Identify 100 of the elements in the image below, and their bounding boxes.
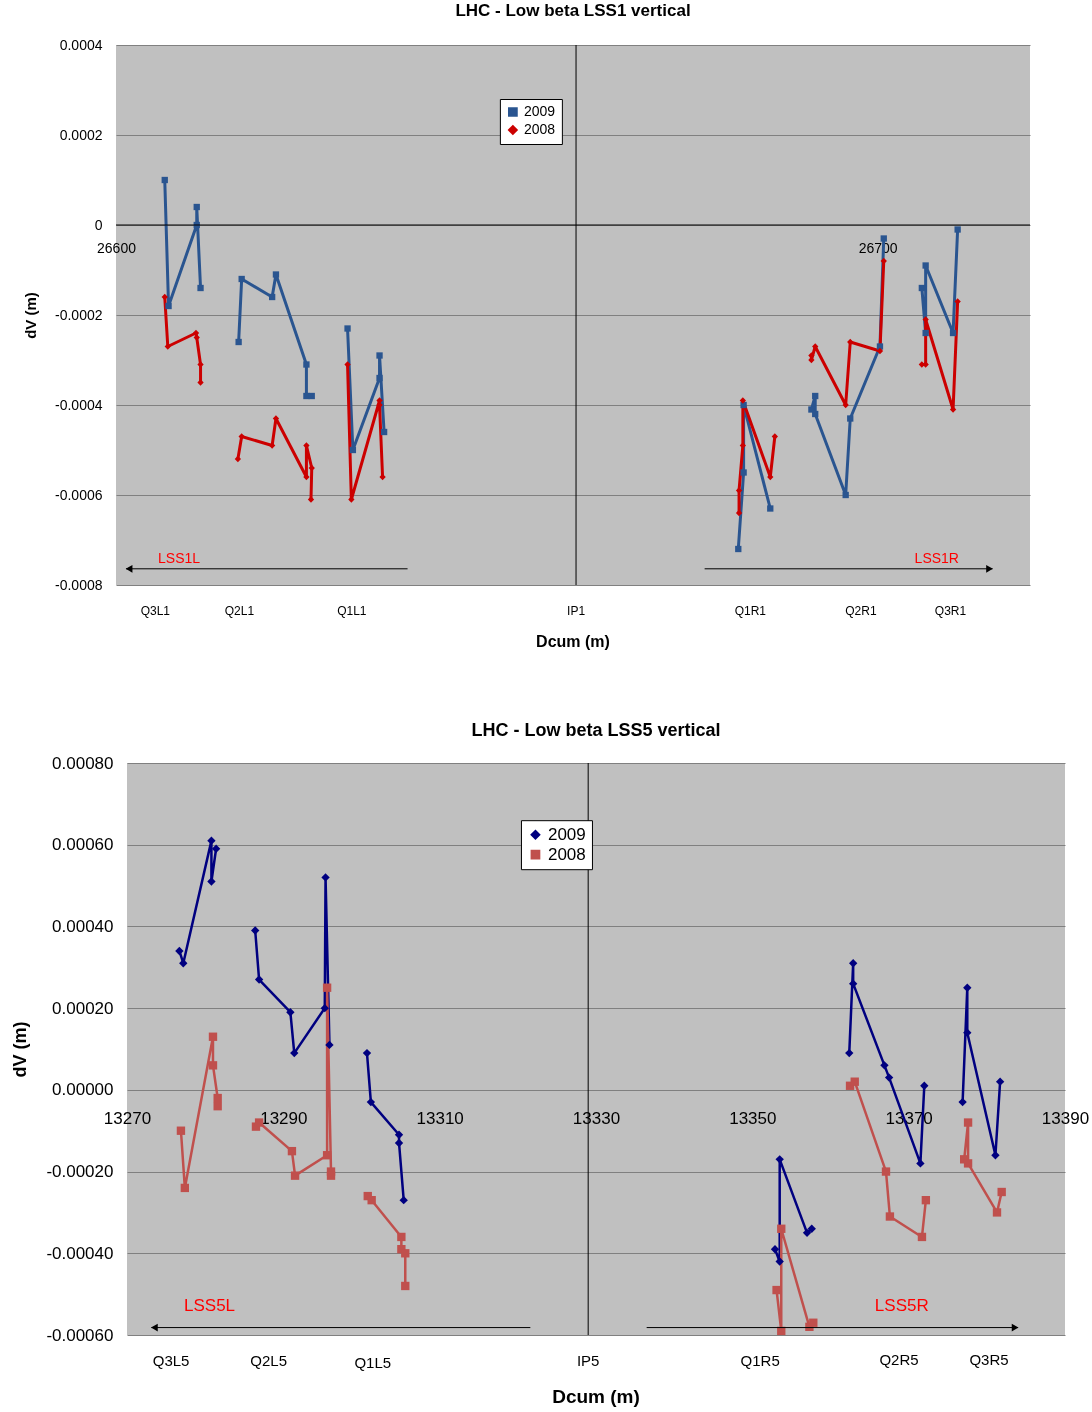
point <box>287 1146 297 1156</box>
point <box>320 1003 329 1013</box>
point <box>922 262 929 269</box>
point <box>401 1281 410 1291</box>
point <box>885 1212 895 1221</box>
annotation: LSS1L <box>158 550 201 566</box>
point <box>344 361 351 368</box>
point <box>847 415 854 422</box>
text: Q1L1 <box>337 604 367 618</box>
x-tick-label: 13290 <box>260 1109 308 1129</box>
annotation: LSS5L <box>184 1296 236 1315</box>
point <box>213 1102 222 1111</box>
point <box>807 1224 816 1233</box>
point <box>380 428 388 436</box>
point <box>881 1167 891 1176</box>
point <box>268 442 276 449</box>
point <box>268 293 276 301</box>
point <box>326 1171 336 1180</box>
point <box>845 1048 854 1058</box>
point <box>918 284 926 292</box>
point <box>238 433 245 440</box>
y-tick-label: -0.0006 <box>55 486 103 503</box>
x-tick-label: 13270 <box>103 1109 152 1129</box>
point <box>812 392 819 400</box>
point <box>164 343 171 350</box>
point <box>771 433 778 440</box>
point <box>322 983 332 992</box>
point <box>208 1061 218 1070</box>
point <box>207 877 216 886</box>
point <box>272 271 280 278</box>
point <box>775 1257 784 1266</box>
point <box>175 946 184 956</box>
y-tick-label: 0.00020 <box>52 998 114 1018</box>
text: Q1L5 <box>354 1354 392 1371</box>
point <box>949 406 957 413</box>
point <box>213 1093 222 1103</box>
ref-line-label: IP1 <box>567 604 586 618</box>
text: Q2L1 <box>224 604 255 618</box>
point <box>963 1028 972 1037</box>
point <box>179 959 188 968</box>
point <box>916 1159 925 1168</box>
point <box>770 1245 780 1254</box>
legend-label: 2008 <box>523 121 556 137</box>
point <box>997 1187 1006 1197</box>
x-axis-title: Dcum (m) <box>536 633 610 650</box>
y-tick-label: -0.00020 <box>46 1162 114 1182</box>
annotation: LSS5R <box>874 1296 929 1315</box>
point <box>884 1073 894 1082</box>
point <box>739 397 747 404</box>
point <box>161 293 168 301</box>
text: Q2L5 <box>250 1352 287 1369</box>
point <box>880 235 887 242</box>
point <box>376 374 383 382</box>
legend-label: 2009 <box>547 824 586 844</box>
point <box>161 176 168 184</box>
point <box>238 275 245 283</box>
point <box>921 1195 931 1205</box>
point <box>740 469 747 476</box>
point <box>290 1171 300 1180</box>
point <box>322 1151 332 1160</box>
x-tick-label: 13390 <box>1041 1109 1090 1129</box>
text: Q2R1 <box>845 604 877 618</box>
point <box>954 226 961 233</box>
text: Q3R5 <box>969 1351 1009 1368</box>
point <box>235 338 242 346</box>
x-tick-label: 26600 <box>97 239 137 256</box>
point <box>376 352 383 359</box>
point <box>812 410 819 418</box>
text: Q1R5 <box>740 1352 780 1369</box>
y-tick-label: 0 <box>94 216 103 233</box>
point <box>808 352 815 359</box>
y-tick-label: -0.0008 <box>55 576 103 593</box>
ref-line-label: IP5 <box>576 1352 600 1369</box>
point <box>850 1077 859 1086</box>
point <box>193 334 200 341</box>
point <box>272 415 280 422</box>
y-tick-label: -0.0002 <box>55 306 103 323</box>
y-tick-label: -0.00060 <box>46 1325 114 1345</box>
point <box>362 1048 372 1058</box>
point <box>251 926 260 935</box>
x-tick-label: 13350 <box>729 1109 777 1129</box>
point <box>254 975 264 984</box>
point <box>920 1081 929 1090</box>
point <box>963 1118 973 1127</box>
text: Q3L5 <box>152 1352 190 1369</box>
y-axis-title: dV (m) <box>22 292 40 339</box>
point <box>394 1130 404 1139</box>
point <box>949 329 957 337</box>
point <box>308 392 315 400</box>
point <box>995 1077 1005 1086</box>
point <box>207 836 216 845</box>
y-tick-label: -0.00040 <box>46 1243 114 1263</box>
point <box>197 379 204 386</box>
point <box>876 347 884 355</box>
point <box>303 442 310 449</box>
y-axis-title: dV (m) <box>10 1021 31 1078</box>
y-tick-label: -0.0004 <box>55 396 103 413</box>
point <box>344 325 351 332</box>
x-tick-label: 13310 <box>416 1109 464 1129</box>
point <box>397 1232 406 1242</box>
